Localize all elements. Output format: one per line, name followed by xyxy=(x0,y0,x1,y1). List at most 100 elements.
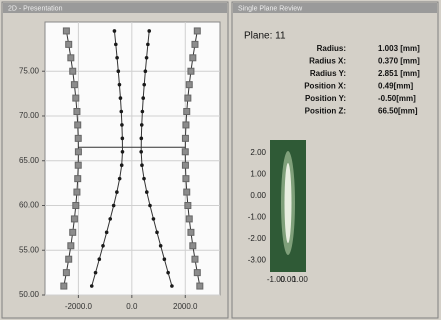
marker xyxy=(75,176,81,182)
marker xyxy=(144,69,148,73)
x-tick-label: 2000.0 xyxy=(173,302,198,311)
marker xyxy=(194,28,200,34)
marker xyxy=(145,56,149,60)
marker xyxy=(184,189,190,195)
row-label: Radius X: xyxy=(309,57,346,66)
marker xyxy=(121,150,125,154)
marker xyxy=(119,110,123,114)
marker xyxy=(146,43,150,47)
row-value: 66.50[mm] xyxy=(378,107,418,116)
row-value: -0.50[mm] xyxy=(378,94,416,103)
row-label: Position Y: xyxy=(305,94,346,103)
marker xyxy=(184,109,190,115)
image-x-tick: 1.00 xyxy=(292,275,308,284)
marker xyxy=(190,55,196,61)
marker xyxy=(108,217,112,221)
marker xyxy=(68,243,74,249)
marker xyxy=(74,189,80,195)
marker xyxy=(155,231,159,235)
marker xyxy=(117,69,121,73)
marker xyxy=(75,122,81,128)
plane-label: Plane: 11 xyxy=(244,31,286,42)
image-y-tick: -2.00 xyxy=(248,234,267,243)
marker xyxy=(140,163,144,167)
marker xyxy=(73,95,79,101)
marker xyxy=(63,28,69,34)
marker xyxy=(120,163,124,167)
marker xyxy=(61,283,67,289)
marker xyxy=(192,41,198,47)
image-core xyxy=(285,163,292,243)
row-value: 2.851 [mm] xyxy=(378,69,420,78)
marker xyxy=(188,68,194,74)
profile-image xyxy=(270,140,306,272)
row-value: 0.49[mm] xyxy=(378,82,413,91)
y-tick-label: 65.00 xyxy=(19,156,40,165)
marker xyxy=(183,122,189,128)
marker xyxy=(70,229,76,235)
marker xyxy=(152,217,156,221)
marker xyxy=(68,55,74,61)
image-y-tick: 2.00 xyxy=(250,148,266,157)
marker xyxy=(118,177,122,181)
marker xyxy=(159,244,163,248)
x-tick-label: 0.0 xyxy=(126,302,138,311)
marker xyxy=(121,137,125,141)
x-tick-label: -2000.0 xyxy=(65,302,93,311)
marker xyxy=(71,216,77,222)
marker xyxy=(66,256,72,262)
marker xyxy=(112,204,116,208)
marker xyxy=(185,95,191,101)
marker xyxy=(74,109,80,115)
marker xyxy=(114,43,118,47)
marker xyxy=(185,202,191,208)
image-y-tick: -1.00 xyxy=(248,213,267,222)
marker xyxy=(147,29,151,33)
marker xyxy=(182,135,188,141)
marker xyxy=(140,137,144,141)
y-tick-label: 75.00 xyxy=(19,66,40,75)
marker xyxy=(94,271,98,275)
marker xyxy=(70,68,76,74)
marker xyxy=(105,231,109,235)
image-y-tick: -3.00 xyxy=(248,256,267,265)
row-label: Radius: xyxy=(317,44,346,53)
marker xyxy=(90,284,94,288)
marker xyxy=(118,83,122,87)
marker xyxy=(148,204,152,208)
marker xyxy=(75,162,81,168)
marker xyxy=(190,243,196,249)
row-value: 1.003 [mm] xyxy=(378,44,420,53)
y-tick-label: 50.00 xyxy=(19,290,40,299)
marker xyxy=(115,190,119,194)
y-tick-label: 70.00 xyxy=(19,111,40,120)
marker xyxy=(182,149,188,155)
marker xyxy=(197,283,203,289)
image-y-tick: 0.00 xyxy=(250,191,266,200)
marker xyxy=(141,110,145,114)
row-label: Radius Y: xyxy=(310,69,346,78)
marker xyxy=(73,202,79,208)
marker xyxy=(101,244,105,248)
marker xyxy=(194,270,200,276)
marker xyxy=(188,229,194,235)
marker xyxy=(183,176,189,182)
image-y-tick: 1.00 xyxy=(250,170,266,179)
marker xyxy=(120,123,124,127)
row-label: Position X: xyxy=(304,82,346,91)
marker xyxy=(186,82,192,88)
marker xyxy=(75,149,81,155)
y-tick-label: 55.00 xyxy=(19,245,40,254)
y-tick-label: 60.00 xyxy=(19,201,40,210)
marker xyxy=(115,56,119,60)
row-value: 0.370 [mm] xyxy=(378,57,420,66)
marker xyxy=(66,41,72,47)
marker xyxy=(163,257,167,261)
marker xyxy=(97,257,101,261)
marker xyxy=(75,135,81,141)
marker xyxy=(113,29,117,33)
screen: 2D - Presentation Single Plane Review Pl… xyxy=(0,0,441,320)
left-panel-title: 2D - Presentation xyxy=(8,5,63,12)
marker xyxy=(186,216,192,222)
marker xyxy=(140,123,144,127)
